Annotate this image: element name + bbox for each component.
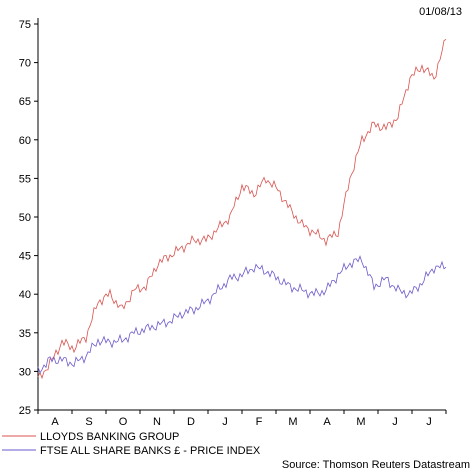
x-tick-label: J [222,416,228,428]
y-tick-label: 60 [19,135,31,147]
x-tick-label: S [85,416,92,428]
x-tick-label: F [256,416,263,428]
series-line-1 [37,255,447,374]
y-tick-label: 40 [19,289,31,301]
legend-label-0: LLOYDS BANKING GROUP [40,431,179,443]
x-tick-label: A [51,416,59,428]
y-tick-label: 70 [19,58,31,70]
y-tick-label: 30 [19,366,31,378]
plot-frame [37,18,446,411]
x-tick-label: O [119,416,128,428]
chart-date: 01/08/13 [419,6,462,18]
x-tick-label: J [426,416,432,428]
legend-label-1: FTSE ALL SHARE BANKS £ - PRICE INDEX [40,445,261,457]
y-tick-label: 55 [19,173,31,185]
legend: LLOYDS BANKING GROUP FTSE ALL SHARE BANKS… [2,431,261,457]
y-tick-label: 50 [19,212,31,224]
y-axis: 25 30 35 40 45 50 55 60 65 70 75 [19,19,38,417]
x-tick-label: A [323,416,331,428]
x-tick-label: N [153,416,161,428]
y-tick-label: 75 [19,19,31,31]
y-tick-label: 25 [19,405,31,417]
series-lines [37,39,447,380]
x-tick-label: M [288,416,297,428]
x-tick-label: J [392,416,398,428]
x-tick-label: D [187,416,195,428]
y-tick-label: 45 [19,251,31,263]
source-note: Source: Thomson Reuters Datastream [282,459,470,471]
x-tick-label: M [356,416,365,428]
series-line-0 [37,39,447,380]
y-tick-label: 65 [19,96,31,108]
y-tick-label: 35 [19,328,31,340]
